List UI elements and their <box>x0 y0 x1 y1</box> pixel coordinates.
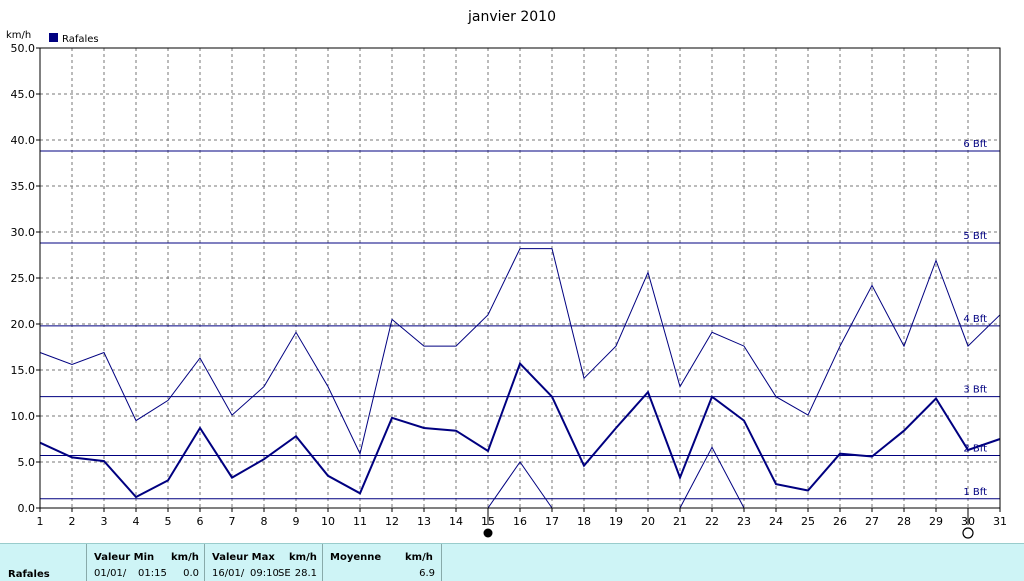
x-tick-label: 19 <box>609 515 623 528</box>
x-tick-label: 20 <box>641 515 655 528</box>
x-tick-label: 27 <box>865 515 879 528</box>
x-tick-label: 29 <box>929 515 943 528</box>
x-tick-label: 8 <box>261 515 268 528</box>
x-tick-label: 26 <box>833 515 847 528</box>
x-tick-label: 2 <box>69 515 76 528</box>
x-tick-label: 22 <box>705 515 719 528</box>
x-tick-label: 5 <box>165 515 172 528</box>
max-unit: km/h <box>289 552 317 563</box>
y-tick-label: 0.0 <box>18 502 36 515</box>
x-tick-label: 28 <box>897 515 911 528</box>
x-tick-label: 17 <box>545 515 559 528</box>
x-tick-label: 31 <box>993 515 1007 528</box>
max-direction: SE <box>278 568 291 579</box>
x-tick-label: 14 <box>449 515 463 528</box>
full-moon-icon <box>963 528 973 538</box>
x-tick-label: 3 <box>101 515 108 528</box>
y-axis-unit: km/h <box>6 30 31 41</box>
beaufort-label: 6 Bft <box>963 139 987 150</box>
beaufort-label: 1 Bft <box>963 487 987 498</box>
x-tick-label: 9 <box>293 515 300 528</box>
y-tick-label: 5.0 <box>18 456 36 469</box>
min-value: 0.0 <box>183 568 199 579</box>
avg-value: 6.9 <box>419 568 435 579</box>
stats-min: Valeur Min km/h 01/01/ 01:15 0.0 <box>86 544 205 581</box>
stats-panel: Rafales Valeur Min km/h 01/01/ 01:15 0.0… <box>0 543 1024 581</box>
x-tick-label: 13 <box>417 515 431 528</box>
x-tick-label: 7 <box>229 515 236 528</box>
y-tick-label: 50.0 <box>11 42 36 55</box>
x-tick-label: 4 <box>133 515 140 528</box>
min-header: Valeur Min <box>94 552 154 563</box>
x-tick-label: 23 <box>737 515 751 528</box>
avg-unit: km/h <box>405 552 433 563</box>
max-date: 16/01/ <box>212 568 244 579</box>
x-tick-label: 1 <box>37 515 44 528</box>
max-value: 28.1 <box>295 568 317 579</box>
x-tick-label: 16 <box>513 515 527 528</box>
y-tick-label: 20.0 <box>11 318 36 331</box>
y-tick-label: 45.0 <box>11 88 36 101</box>
y-tick-label: 30.0 <box>11 226 36 239</box>
legend-swatch <box>49 33 58 42</box>
beaufort-label: 4 Bft <box>963 314 987 325</box>
stats-max: Valeur Max km/h 16/01/ 09:10 SE 28.1 <box>204 544 323 581</box>
stats-avg: Moyenne km/h 6.9 <box>322 544 442 581</box>
x-tick-label: 18 <box>577 515 591 528</box>
beaufort-label: 5 Bft <box>963 231 987 242</box>
min-time: 01:15 <box>138 568 167 579</box>
x-tick-label: 6 <box>197 515 204 528</box>
x-tick-label: 11 <box>353 515 367 528</box>
x-tick-label: 24 <box>769 515 783 528</box>
beaufort-label: 3 Bft <box>963 385 987 396</box>
legend-label: Rafales <box>62 34 99 45</box>
y-tick-label: 35.0 <box>11 180 36 193</box>
grid-lines <box>40 48 1000 508</box>
x-tick-label: 21 <box>673 515 687 528</box>
max-header: Valeur Max <box>212 552 275 563</box>
x-tick-label: 25 <box>801 515 815 528</box>
y-tick-label: 10.0 <box>11 410 36 423</box>
y-tick-label: 25.0 <box>11 272 36 285</box>
avg-header: Moyenne <box>330 552 381 563</box>
min-unit: km/h <box>171 552 199 563</box>
stats-row-label: Rafales <box>8 569 50 580</box>
y-tick-label: 15.0 <box>11 364 36 377</box>
chart-title: janvier 2010 <box>467 9 556 25</box>
new-moon-icon <box>484 529 493 538</box>
y-tick-label: 40.0 <box>11 134 36 147</box>
x-tick-label: 12 <box>385 515 399 528</box>
max-time: 09:10 <box>250 568 279 579</box>
min-date: 01/01/ <box>94 568 126 579</box>
x-tick-label: 10 <box>321 515 335 528</box>
